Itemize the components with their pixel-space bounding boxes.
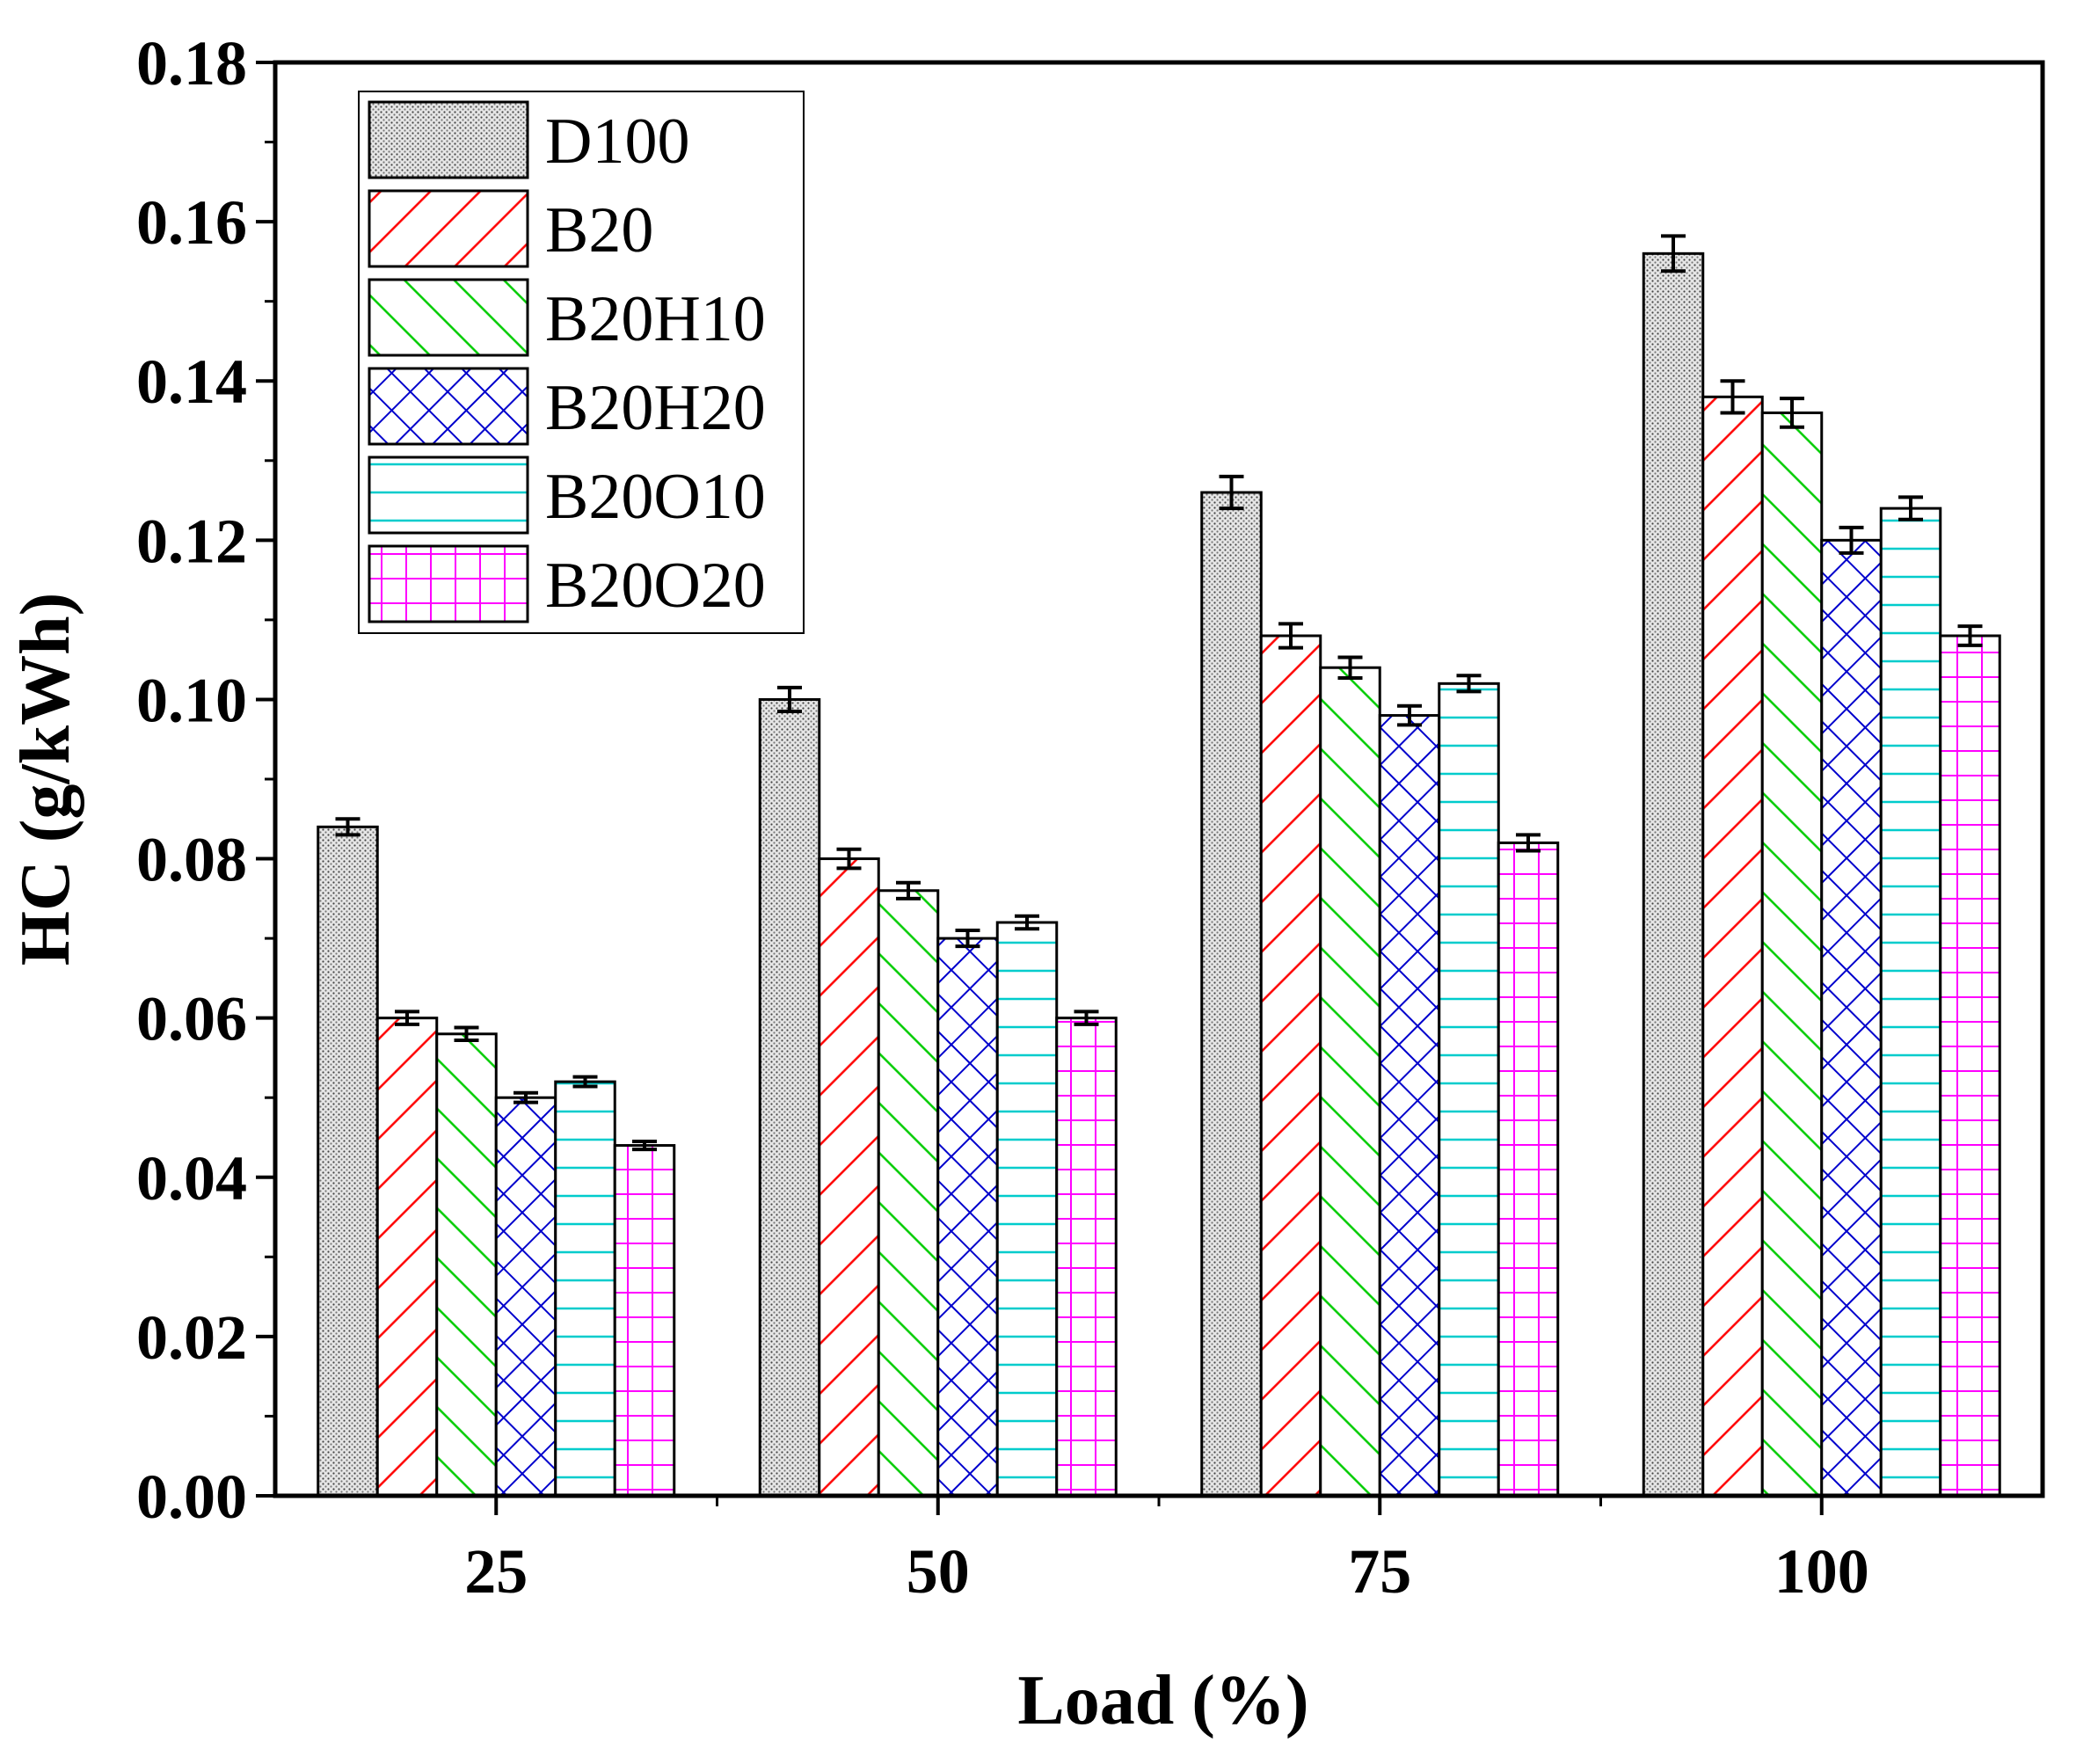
y-tick-label: 0.04	[136, 1143, 247, 1214]
error-bar-b20o10-75	[1456, 674, 1482, 694]
y-axis: 0.00 0.02 0.04 0.06 0.08 0.10 0.12 0.14 0.16 0.18	[136, 28, 275, 1532]
bar-b20o10-100	[1879, 507, 1942, 1498]
y-tick-label: 0.10	[136, 665, 247, 735]
bar-b20h10-75	[1319, 666, 1381, 1498]
error-bar-b20o20-50	[1074, 1010, 1099, 1026]
legend-label-b20o20: B20O20	[545, 550, 766, 622]
bar-b20h10-50	[877, 889, 940, 1498]
x-axis-title: Load (%)	[1017, 1662, 1308, 1739]
error-bar-b20o20-100	[1957, 624, 1983, 647]
error-bar-b20o20-75	[1516, 833, 1541, 853]
error-bar-b20o20-25	[632, 1140, 657, 1152]
bar-b20o20-100	[1939, 634, 2001, 1498]
bar-d100-50	[758, 697, 821, 1498]
legend-label-b20: B20	[545, 194, 653, 266]
legend-label-b20h10: B20H10	[545, 283, 766, 355]
x-tick-label: 50	[907, 1536, 970, 1607]
error-bar-b20-25	[395, 1010, 419, 1026]
bar-b20h20-25	[494, 1096, 557, 1498]
error-bar-b20h20-50	[955, 929, 980, 949]
bar-b20h10-100	[1760, 411, 1824, 1498]
x-tick-label: 75	[1348, 1536, 1411, 1607]
bar-b20o10-75	[1438, 682, 1500, 1498]
error-bar-d100-25	[335, 817, 361, 837]
y-tick-label: 0.06	[136, 984, 247, 1054]
error-bar-b20h10-75	[1337, 655, 1363, 680]
bar-b20-50	[818, 857, 880, 1498]
y-tick-label: 0.16	[136, 187, 247, 258]
legend-swatch-d100	[368, 100, 529, 179]
x-tick-label: 100	[1774, 1536, 1869, 1607]
legend-swatch-b20o10	[368, 456, 529, 535]
y-tick-label: 0.14	[136, 346, 247, 417]
bar-b20h20-50	[936, 937, 999, 1498]
error-bar-d100-50	[777, 685, 802, 714]
legend-swatch-b20o20	[368, 544, 529, 623]
y-tick-label: 0.00	[136, 1461, 247, 1532]
error-bar-b20-75	[1278, 622, 1303, 650]
error-bar-b20h20-75	[1397, 703, 1422, 727]
bar-b20-25	[375, 1017, 439, 1498]
y-tick-label: 0.18	[136, 28, 247, 98]
bar-d100-75	[1200, 491, 1263, 1498]
error-bar-b20h10-50	[896, 880, 921, 900]
bar-d100-25	[317, 825, 379, 1498]
legend-swatch-b20	[368, 189, 529, 268]
bar-b20h10-25	[435, 1032, 498, 1498]
x-tick-label: 25	[464, 1536, 528, 1607]
legend-box	[358, 91, 805, 634]
error-bar-b20h20-25	[514, 1090, 538, 1104]
bar-b20-100	[1701, 395, 1764, 1498]
legend: D100 B20 B20H10 B20H20 B20O10 B20O20	[358, 91, 805, 634]
legend-swatch-b20h20	[368, 367, 529, 446]
error-bar-b20h20-100	[1839, 525, 1864, 555]
error-bar-d100-100	[1661, 234, 1686, 273]
bar-b20h20-100	[1820, 538, 1883, 1498]
bar-b20-75	[1259, 634, 1322, 1498]
error-bar-b20-50	[836, 847, 862, 871]
bar-b20o20-25	[613, 1144, 676, 1498]
error-bar-b20o10-50	[1015, 914, 1039, 931]
bar-b20o10-50	[995, 921, 1059, 1498]
x-axis: 25 50 75 100	[464, 1496, 1869, 1607]
bar-b20o10-25	[554, 1080, 616, 1498]
legend-label-b20o10: B20O10	[545, 461, 766, 533]
error-bar-b20h10-25	[454, 1025, 479, 1043]
error-bar-b20o10-100	[1898, 495, 1923, 521]
legend-swatch-b20h10	[368, 278, 529, 357]
error-bar-d100-75	[1219, 474, 1244, 511]
error-bar-b20h10-100	[1780, 397, 1804, 429]
bar-b20h20-75	[1378, 714, 1441, 1498]
bar-d100-100	[1642, 251, 1705, 1498]
legend-label-d100: D100	[545, 106, 689, 178]
legend-label-b20h20: B20H20	[545, 372, 766, 444]
y-tick-label: 0.08	[136, 825, 247, 895]
y-tick-label: 0.02	[136, 1302, 247, 1373]
y-tick-label: 0.12	[136, 506, 247, 576]
error-bar-b20o10-25	[572, 1075, 598, 1089]
y-axis-title: HC (g/kWh)	[7, 593, 84, 966]
error-bar-b20-100	[1720, 379, 1745, 415]
bar-b20o20-75	[1497, 841, 1560, 1498]
bar-b20o20-50	[1055, 1017, 1118, 1498]
